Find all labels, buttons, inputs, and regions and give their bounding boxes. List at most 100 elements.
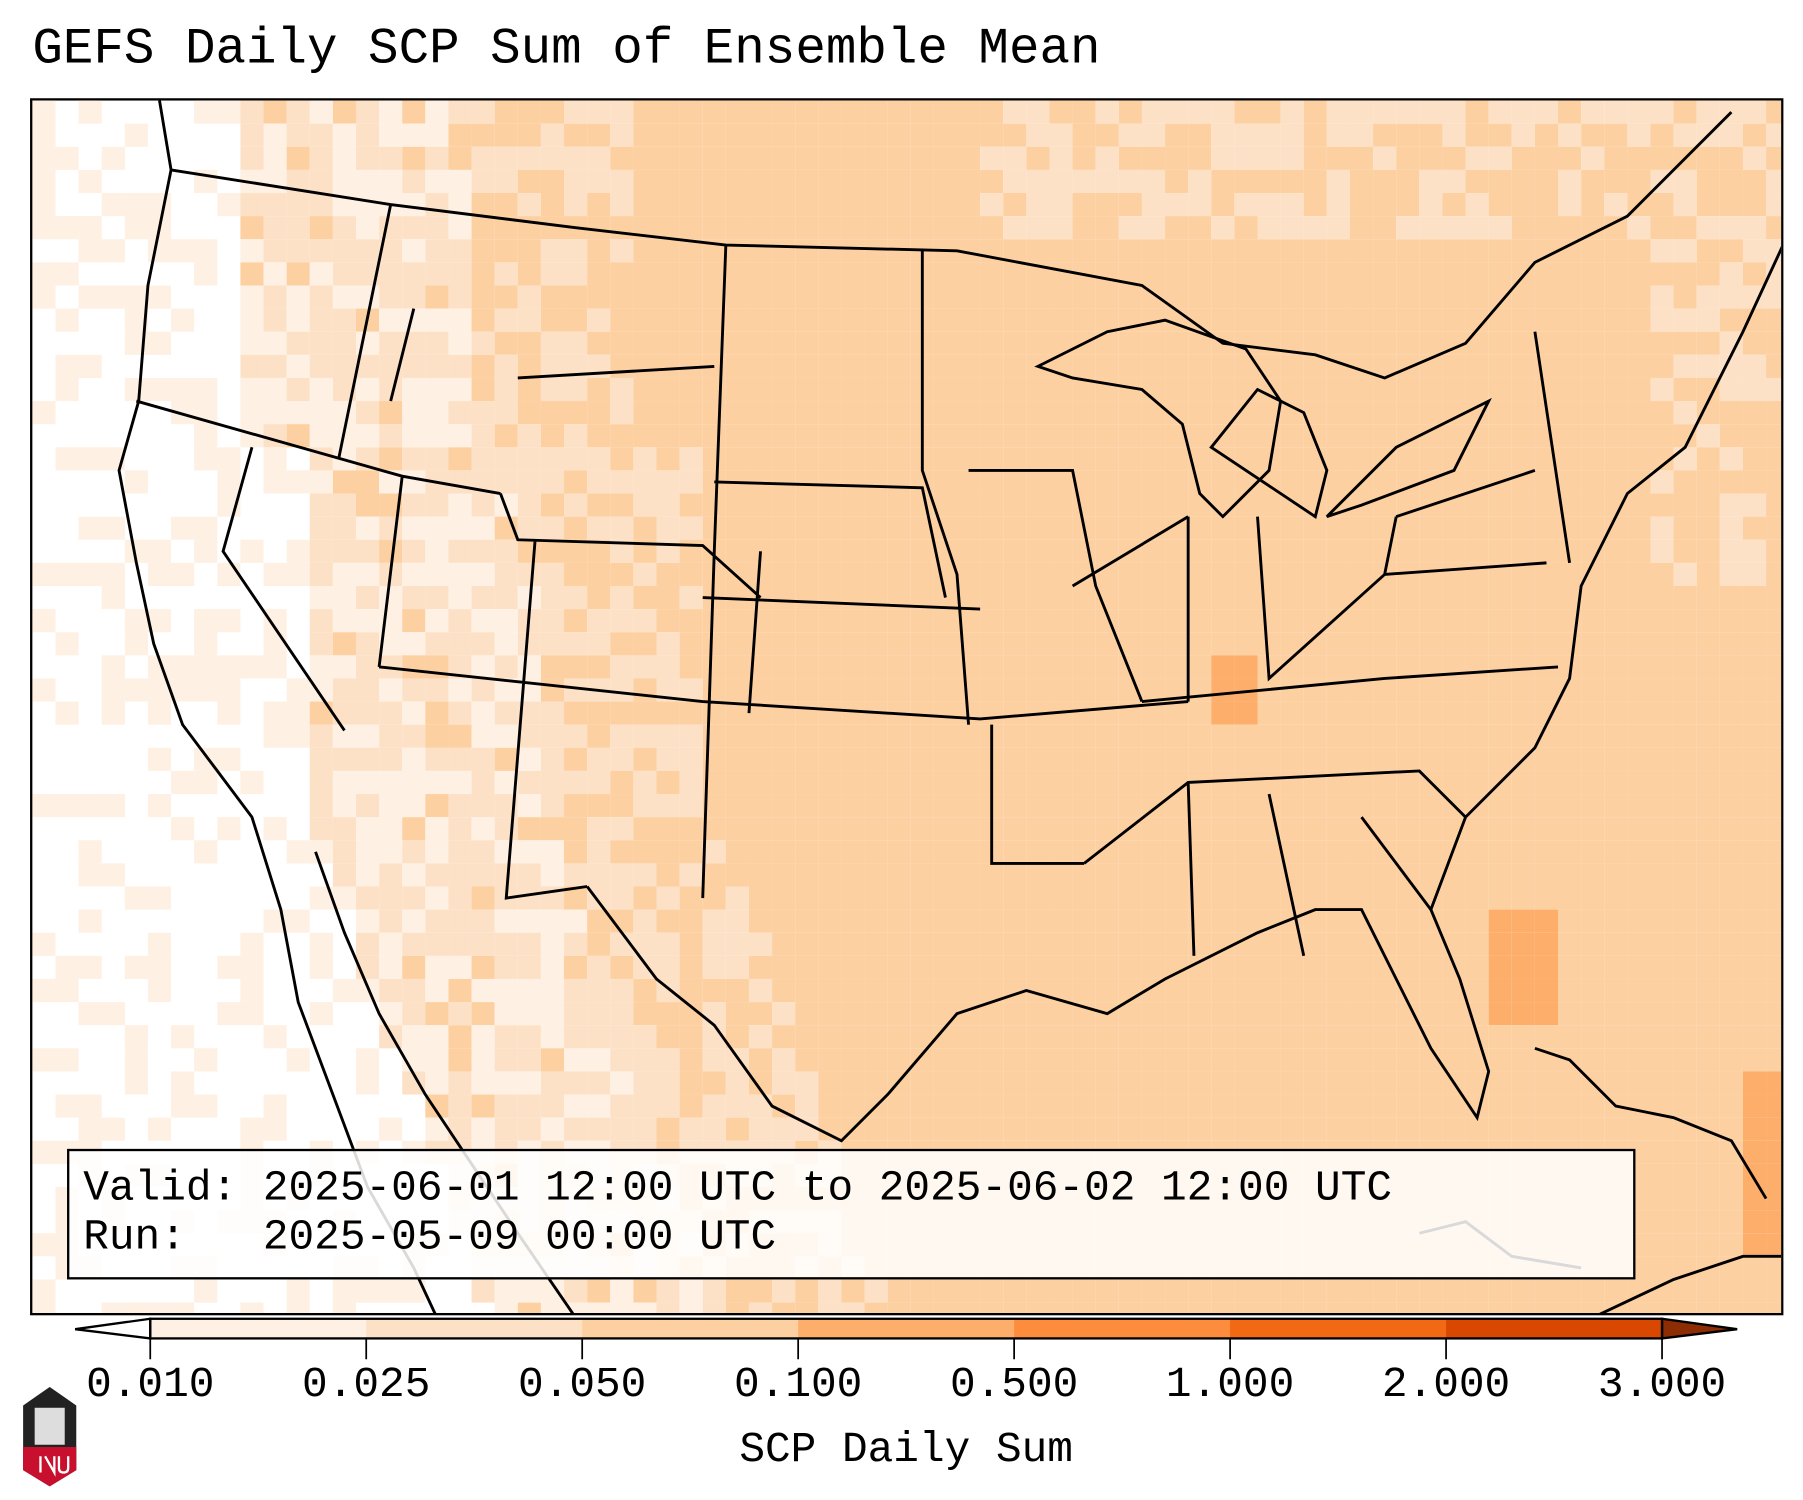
scp-cell [587,609,611,633]
scp-cell [1396,470,1420,494]
scp-cell [748,1002,773,1026]
scp-cell [564,655,588,679]
scp-cell [1719,377,1743,402]
scp-cell [448,1048,472,1072]
scp-cell [1118,747,1142,771]
scp-cell [1188,817,1212,841]
scp-cell [1766,747,1782,771]
scp-cell [1072,216,1096,240]
scp-cell [933,609,958,633]
scp-cell [933,1279,958,1303]
scp-cell [1141,169,1166,194]
scp-cell [564,285,588,309]
scp-cell [517,1094,541,1118]
scp-cell [1349,886,1374,910]
scp-cell [1488,932,1512,956]
scp-cell [1766,216,1782,240]
scp-cell [1396,1117,1420,1141]
scp-cell [1719,1117,1743,1141]
scp-cell [1511,123,1535,147]
scp-cell [240,216,264,240]
scp-cell [1141,1279,1166,1303]
scp-cell [309,169,333,194]
scp-cell [1627,146,1651,170]
scp-cell [217,447,241,471]
scp-cell [1742,863,1767,887]
scp-cell [1165,285,1189,309]
scp-cell [402,285,426,309]
scp-cell [1165,794,1189,818]
scp-cell [841,1302,865,1313]
scp-cell [240,123,264,147]
scp-cell [795,978,819,1003]
scp-cell [1488,447,1512,471]
scp-cell [1742,886,1767,910]
scp-cell [1373,308,1397,332]
scp-cell [1558,632,1582,656]
scp-cell [864,447,888,471]
scp-cell [725,239,749,263]
scp-cell [1234,863,1258,887]
scp-cell [1696,794,1720,818]
scp-cell [1558,239,1582,263]
scp-cell [980,1071,1004,1095]
scp-cell [748,424,773,448]
scp-cell [795,1094,819,1118]
scp-cell [1026,1048,1050,1072]
scp-cell [1141,1117,1166,1141]
scp-cell [1257,585,1281,610]
scp-cell [540,909,565,933]
scp-cell [656,1094,680,1118]
scp-cell [355,863,380,887]
scp-cell [1766,539,1782,563]
scp-cell [772,285,796,309]
scp-cell [1488,331,1512,355]
scp-cell [1211,285,1235,309]
scp-cell [1442,562,1466,586]
scp-cell [864,308,888,332]
scp-cell [1072,794,1096,818]
scp-cell [1442,863,1466,887]
scp-cell [1349,539,1374,563]
scp-cell [1234,1002,1258,1026]
scp-cell [633,562,657,586]
scp-cell [818,123,842,147]
scp-cell [1049,747,1073,771]
scp-cell [864,632,888,656]
scp-cell [379,424,403,448]
scp-cell [864,1279,888,1303]
scp-cell [1673,955,1697,979]
scp-cell [1534,539,1559,563]
scp-cell [564,955,588,979]
scp-cell [494,470,518,494]
scp-cell [1211,1279,1235,1303]
scp-cell [1188,100,1212,124]
scp-cell [263,377,287,402]
scp-cell [1604,817,1628,841]
scp-cell [425,609,449,633]
scp-cell [1234,331,1258,355]
scp-cell [980,424,1004,448]
scp-cell [471,123,495,147]
scp-cell [795,146,819,170]
scp-cell [1627,377,1651,402]
scp-cell [795,470,819,494]
scp-cell [1511,609,1535,633]
scp-cell [887,169,911,194]
scp-cell [1742,377,1767,402]
scp-cell [1534,585,1559,610]
scp-cell [1442,539,1466,563]
scp-cell [633,840,657,864]
scp-cell [494,1071,518,1095]
scp-cell [633,909,657,933]
scp-cell [1627,539,1651,563]
scp-cell [1003,146,1027,170]
scp-cell [702,1094,726,1118]
scp-cell [1188,562,1212,586]
scp-cell [1742,655,1767,679]
scp-cell [1419,193,1443,217]
scp-cell [1581,678,1605,702]
scp-cell [887,377,911,402]
scp-cell [957,655,981,679]
scp-cell [1627,886,1651,910]
